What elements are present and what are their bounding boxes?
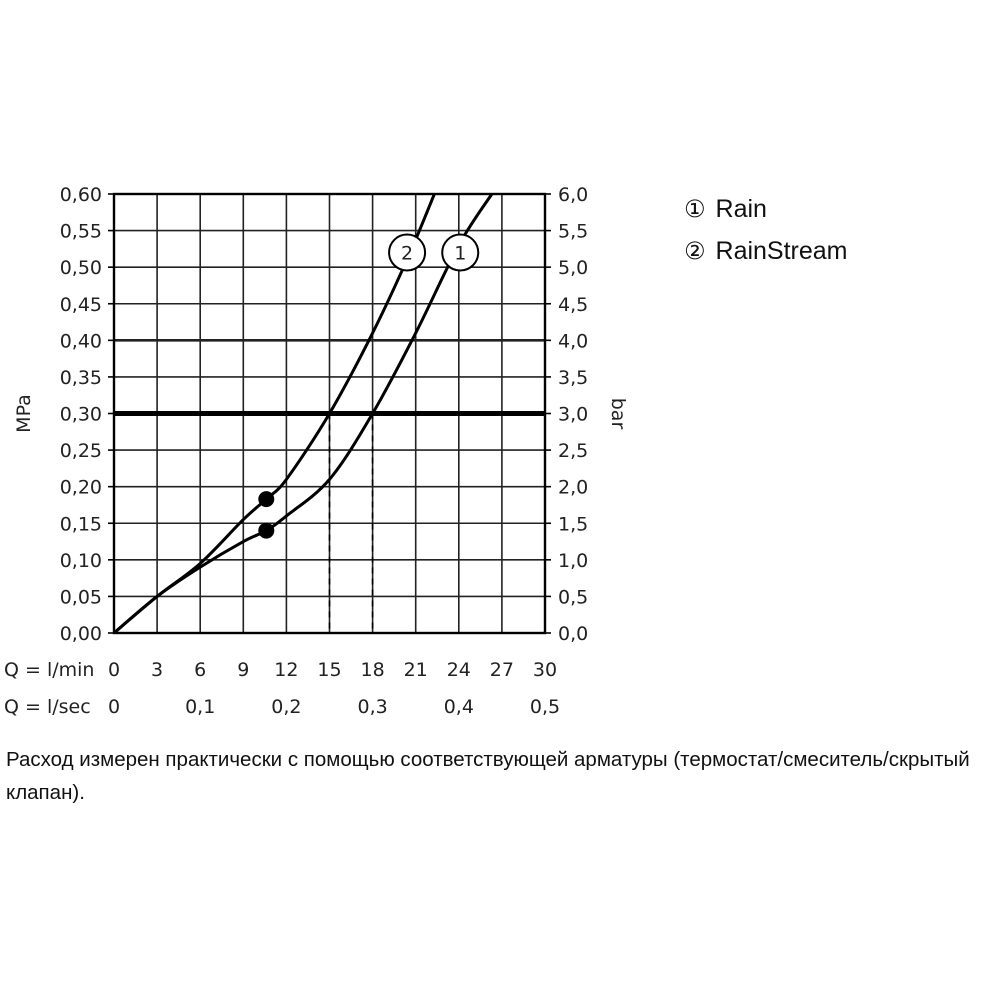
x-tick-label-lsec: 0,3 bbox=[357, 696, 387, 718]
series-1-marker bbox=[258, 522, 275, 539]
x-tick-label-lmin: 6 bbox=[194, 659, 206, 681]
legend-item-rainstream: ② RainStream bbox=[684, 230, 848, 272]
x-tick-label-lmin: 15 bbox=[317, 659, 341, 681]
y-tick-label-right: 5,5 bbox=[558, 221, 588, 243]
y-tick-label-left: 0,40 bbox=[60, 330, 102, 352]
y-tick-label-right: 3,0 bbox=[558, 404, 588, 426]
y-tick-label-left: 0,55 bbox=[60, 221, 102, 243]
x-row-label-lsec: Q = l/sec bbox=[4, 696, 91, 718]
tick-labels: 0,000,050,100,150,200,250,300,350,400,45… bbox=[4, 184, 629, 718]
y-tick-label-right: 5,0 bbox=[558, 257, 588, 279]
y-tick-label-left: 0,10 bbox=[60, 550, 102, 572]
series-1-line bbox=[113, 193, 494, 635]
y-tick-label-right: 6,0 bbox=[558, 184, 588, 206]
y-axis-title-left: MPa bbox=[13, 394, 35, 433]
y-tick-label-left: 0,50 bbox=[60, 257, 102, 279]
x-tick-label-lmin: 0 bbox=[108, 659, 120, 681]
x-tick-label-lmin: 24 bbox=[447, 659, 471, 681]
y-tick-label-left: 0,60 bbox=[60, 184, 102, 206]
x-row-label-lmin: Q = l/min bbox=[4, 659, 94, 681]
x-tick-label-lsec: 0 bbox=[108, 696, 120, 718]
x-tick-label-lsec: 0,1 bbox=[185, 696, 215, 718]
x-tick-label-lmin: 30 bbox=[533, 659, 557, 681]
y-tick-label-left: 0,35 bbox=[60, 367, 102, 389]
legend: ① Rain ② RainStream bbox=[684, 188, 848, 272]
y-tick-label-left: 0,30 bbox=[60, 404, 102, 426]
dashed-drop-lines bbox=[328, 413, 374, 633]
y-tick-label-right: 1,0 bbox=[558, 550, 588, 572]
x-tick-label-lsec: 0,5 bbox=[530, 696, 560, 718]
x-tick-label-lmin: 12 bbox=[274, 659, 298, 681]
circled-one-icon: ① bbox=[684, 195, 706, 223]
series-label-text: 1 bbox=[454, 243, 466, 265]
y-tick-label-right: 0,5 bbox=[558, 586, 588, 608]
y-tick-label-left: 0,25 bbox=[60, 440, 102, 462]
x-tick-label-lmin: 9 bbox=[237, 659, 249, 681]
x-tick-label-lmin: 18 bbox=[361, 659, 385, 681]
series-label-text: 2 bbox=[401, 243, 413, 265]
y-tick-label-left: 0,45 bbox=[60, 294, 102, 316]
plot-frame bbox=[108, 192, 551, 635]
x-tick-label-lsec: 0,2 bbox=[271, 696, 301, 718]
legend-item-rain: ① Rain bbox=[684, 188, 848, 230]
legend-label: Rain bbox=[715, 195, 767, 223]
y-axis-title-right: bar bbox=[607, 398, 629, 430]
y-tick-label-right: 4,5 bbox=[558, 294, 588, 316]
x-tick-label-lmin: 3 bbox=[151, 659, 163, 681]
y-tick-label-right: 2,5 bbox=[558, 440, 588, 462]
x-tick-label-lmin: 27 bbox=[490, 659, 514, 681]
y-tick-label-left: 0,15 bbox=[60, 513, 102, 535]
circled-two-icon: ② bbox=[684, 237, 706, 265]
series-label-circle bbox=[441, 233, 480, 272]
series-label-circle bbox=[388, 233, 427, 272]
y-tick-label-right: 2,0 bbox=[558, 477, 588, 499]
y-tick-label-right: 1,5 bbox=[558, 513, 588, 535]
series-2-line bbox=[113, 193, 436, 635]
y-tick-label-right: 0,0 bbox=[558, 623, 588, 645]
series-2-marker bbox=[258, 491, 275, 508]
y-tick-label-left: 0,20 bbox=[60, 477, 102, 499]
y-tick-label-right: 4,0 bbox=[558, 330, 588, 352]
x-tick-label-lmin: 21 bbox=[404, 659, 428, 681]
legend-label: RainStream bbox=[715, 237, 848, 265]
y-tick-label-right: 3,5 bbox=[558, 367, 588, 389]
caption-text: Расход измерен практически с помощью соо… bbox=[6, 748, 970, 804]
y-tick-label-left: 0,00 bbox=[60, 623, 102, 645]
x-tick-label-lsec: 0,4 bbox=[444, 696, 474, 718]
y-tick-label-left: 0,05 bbox=[60, 586, 102, 608]
